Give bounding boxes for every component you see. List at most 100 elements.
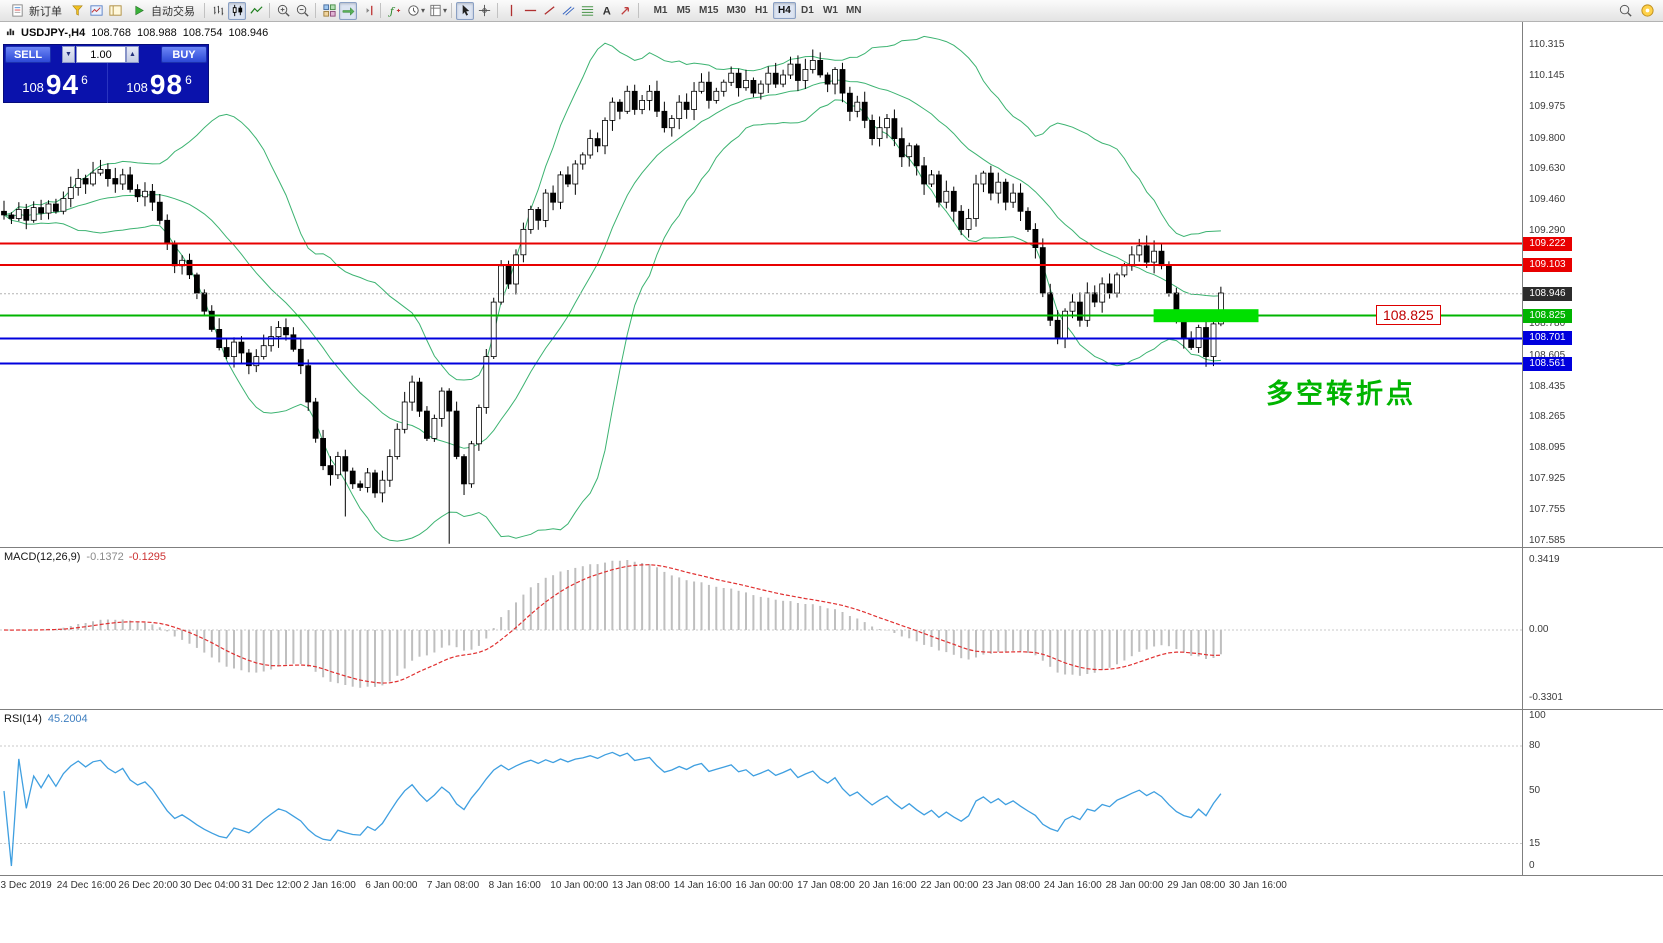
time-axis-label: 6 Jan 00:00 [365, 880, 418, 891]
buy-price-big: 98 [149, 69, 184, 100]
toolbar-separator [451, 3, 453, 18]
rsi-axis-tick: 100 [1529, 710, 1546, 721]
crosshair-icon[interactable] [475, 2, 493, 20]
macd-rsi-separator[interactable] [0, 709, 1663, 710]
current-price-badge: 108.946 [1523, 286, 1572, 301]
trendline-icon[interactable] [540, 2, 558, 20]
chart-shift-icon[interactable] [358, 2, 376, 20]
sell-price-big: 94 [45, 69, 80, 100]
level-price-badge: 109.103 [1523, 258, 1572, 273]
price-tick: 110.315 [1529, 39, 1565, 50]
equidistant-channel-icon[interactable] [559, 2, 577, 20]
candles-layer [1, 49, 1224, 544]
time-axis-label: 28 Jan 00:00 [1105, 880, 1164, 891]
candlestick-chart-icon[interactable] [228, 1, 246, 20]
timeframe-m5-button[interactable]: M5 [676, 5, 691, 16]
timeframe-toolbar: M1 M5 M15 M30 H1 H4 D1 W1 MN [649, 2, 865, 19]
buy-button[interactable]: BUY [161, 46, 207, 63]
macd-label: MACD(12,26,9) -0.1372 -0.1295 [4, 551, 166, 563]
timeframe-m1-button[interactable]: M1 [653, 5, 668, 16]
macd-axis-tick: 0.00 [1529, 624, 1549, 635]
periods-icon[interactable] [404, 2, 422, 20]
macd-panel-chart[interactable] [0, 548, 1522, 709]
search-icon[interactable] [1616, 2, 1634, 20]
timeframe-w1-button[interactable]: W1 [822, 5, 838, 16]
line-chart-icon[interactable] [247, 2, 265, 20]
periods-caret-icon[interactable]: ▾ [421, 6, 426, 15]
timeframe-h4-button[interactable]: H4 [772, 2, 796, 19]
market-watch-icon[interactable] [87, 2, 105, 20]
autotrading-label: 自动交易 [151, 5, 195, 18]
price-tick: 108.265 [1529, 411, 1566, 423]
zoom-in-icon[interactable] [274, 2, 292, 20]
time-axis-label: 24 Jan 16:00 [1043, 880, 1102, 891]
main-toolbar: 新订单 自动交易 [0, 0, 1663, 22]
price-tick: 107.755 [1529, 504, 1566, 516]
toolbar-separator [638, 3, 640, 18]
level-price-badge: 109.222 [1523, 236, 1572, 251]
volume-input[interactable] [76, 46, 126, 63]
horizontal-line-icon[interactable] [521, 2, 539, 20]
buy-price[interactable]: 108 98 6 [108, 63, 210, 103]
timeframe-h1-button[interactable]: H1 [755, 5, 768, 16]
zoom-out-icon[interactable] [293, 2, 311, 20]
toolbar-separator [269, 3, 270, 18]
highlight-rectangle[interactable] [1153, 309, 1259, 323]
funnel-icon[interactable] [68, 2, 86, 20]
time-axis-label: 30 Dec 04:00 [180, 880, 240, 891]
toolbar-separator [380, 3, 381, 18]
time-axis-label: 22 Jan 00:00 [920, 880, 979, 891]
macd-signal-line [3, 564, 1221, 684]
community-icon[interactable] [1638, 2, 1656, 20]
navigator-icon[interactable] [106, 2, 124, 20]
svg-text:A: A [602, 6, 610, 18]
turning-point-annotation[interactable]: 多空转折点 [1266, 379, 1416, 409]
sell-price[interactable]: 108 94 6 [4, 63, 106, 103]
timeframe-d1-button[interactable]: D1 [801, 5, 814, 16]
volume-increase-button[interactable]: ▲ [126, 46, 139, 63]
indicators-icon[interactable]: ƒ [385, 2, 403, 20]
rsi-axis-tick: 80 [1529, 740, 1541, 751]
text-icon[interactable]: A [597, 2, 615, 20]
time-axis-label: 30 Jan 16:00 [1229, 880, 1287, 891]
price-tick: 108.095 [1529, 442, 1566, 454]
arrows-icon[interactable] [616, 2, 634, 20]
price-tick: 109.630 [1529, 163, 1566, 175]
templates-icon[interactable] [426, 2, 444, 20]
price-label-annotation[interactable]: 108.825 [1376, 305, 1441, 325]
macd-value-main: -0.1372 [86, 551, 124, 563]
new-order-button[interactable]: 新订单 [3, 1, 67, 20]
price-axis[interactable]: 110.315 110.145 109.975 109.800 109.630 109.4… [1522, 22, 1663, 875]
macd-axis-tick: 0.3419 [1529, 553, 1560, 565]
macd-axis-tick: -0.3301 [1529, 691, 1563, 703]
timeframe-mn-button[interactable]: MN [845, 5, 862, 16]
autotrading-play-icon [130, 2, 148, 20]
timeframe-m30-button[interactable]: M30 [726, 5, 746, 16]
bollinger-lower-band [3, 99, 1221, 542]
time-axis-label: 31 Dec 12:00 [241, 880, 302, 891]
main-chart[interactable] [0, 22, 1522, 548]
main-macd-separator[interactable] [0, 547, 1663, 548]
cursor-icon[interactable] [456, 1, 475, 20]
price-tick: 109.460 [1529, 194, 1566, 206]
time-axis-label: 13 Jan 08:00 [612, 880, 670, 891]
rsi-label: RSI(14) 45.2004 [4, 713, 88, 725]
fibonacci-icon[interactable] [578, 2, 596, 20]
time-axis-label: 16 Jan 00:00 [735, 880, 794, 891]
tile-windows-icon[interactable] [320, 2, 338, 20]
ohlc-close: 108.946 [228, 27, 269, 39]
autotrading-button[interactable]: 自动交易 [125, 1, 200, 20]
ohlc-open: 108.768 [91, 27, 131, 39]
volume-decrease-button[interactable]: ▼ [62, 46, 75, 63]
time-axis[interactable]: 23 Dec 2019 24 Dec 16:00 26 Dec 20:00 30 De… [0, 875, 1663, 897]
timeframe-m15-button[interactable]: M15 [699, 5, 719, 16]
price-tick: 109.800 [1529, 132, 1566, 144]
auto-scroll-icon[interactable] [339, 1, 357, 20]
macd-name: MACD(12,26,9) [4, 551, 81, 563]
bar-chart-icon[interactable] [209, 2, 227, 20]
rsi-panel-chart[interactable] [0, 710, 1522, 874]
templates-caret-icon[interactable]: ▾ [443, 6, 448, 15]
vertical-line-icon[interactable] [502, 2, 520, 20]
sell-button[interactable]: SELL [5, 46, 51, 63]
